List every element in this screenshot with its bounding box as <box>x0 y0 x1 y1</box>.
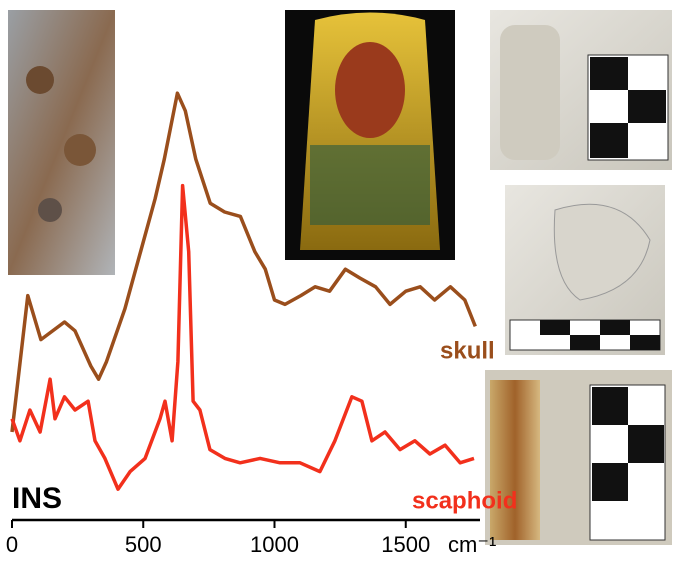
photo-mummy-mask <box>285 10 455 260</box>
photo-bone-1 <box>490 10 672 170</box>
photo-bone-3 <box>485 370 672 545</box>
x-axis-label: cm⁻¹ <box>448 532 496 557</box>
annotation: INS <box>12 482 62 515</box>
series-line <box>10 183 475 491</box>
x-tick-label: 1500 <box>381 532 430 557</box>
x-tick-label: 500 <box>125 532 162 557</box>
photo-bone-2 <box>505 185 665 355</box>
x-tick-label: 0 <box>6 532 18 557</box>
series-label: skull <box>440 337 495 364</box>
x-tick-label: 1000 <box>250 532 299 557</box>
photo-bones <box>8 10 115 275</box>
series-label: scaphoid <box>412 487 517 514</box>
series-line <box>10 91 477 433</box>
